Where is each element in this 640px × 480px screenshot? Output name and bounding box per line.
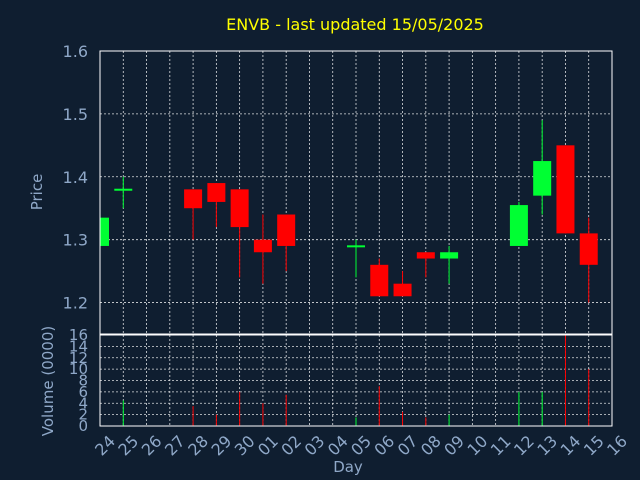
price-tick-label: 1.6 — [63, 42, 88, 61]
x-tick-labels: 2425262728293001020304050607080910111213… — [91, 432, 631, 460]
candle-body — [277, 214, 296, 246]
x-axis-label: Day — [333, 458, 363, 476]
candle-body — [579, 233, 598, 265]
candle-body — [370, 264, 389, 297]
price-panel: 1.2 1.3 1.4 1.5 1.6 — [63, 42, 613, 335]
volume-tick-label: 0 — [78, 417, 88, 435]
volume-tick-label: 6 — [78, 383, 88, 401]
volume-tick-label: 14 — [69, 337, 88, 355]
candle-body — [114, 188, 133, 191]
x-tick-label: 16 — [603, 432, 631, 460]
candle-body — [100, 217, 109, 246]
volume-frame — [99, 334, 613, 427]
candle-body — [230, 189, 249, 228]
candle-body — [509, 205, 528, 246]
candle-body — [253, 239, 272, 253]
volume-axis-label: Volume (0000) — [39, 326, 57, 436]
volume-tick-label: 4 — [78, 394, 88, 412]
price-tick-label: 1.2 — [63, 294, 88, 313]
candle-body — [556, 145, 575, 234]
price-axis-label: Price — [28, 174, 46, 211]
chart-title: ENVB - last updated 15/05/2025 — [226, 15, 484, 34]
volume-tick-label: 16 — [69, 326, 88, 344]
candle-body — [440, 252, 459, 259]
candles — [100, 120, 598, 303]
volume-tick-label: 12 — [69, 349, 88, 367]
price-frame — [99, 50, 613, 335]
candle-body — [347, 245, 365, 248]
price-tick-label: 1.3 — [63, 231, 88, 250]
volume-tick-label: 10 — [69, 360, 88, 378]
volume-tick-label: 2 — [78, 406, 88, 424]
candle-body — [207, 183, 226, 202]
candle-body — [533, 161, 552, 196]
candle-body — [416, 252, 435, 259]
price-tick-label: 1.5 — [63, 105, 88, 124]
candle-body — [393, 283, 412, 297]
candle-body — [184, 189, 203, 209]
price-tick-label: 1.4 — [63, 168, 88, 187]
volume-tick-label: 8 — [78, 372, 88, 390]
